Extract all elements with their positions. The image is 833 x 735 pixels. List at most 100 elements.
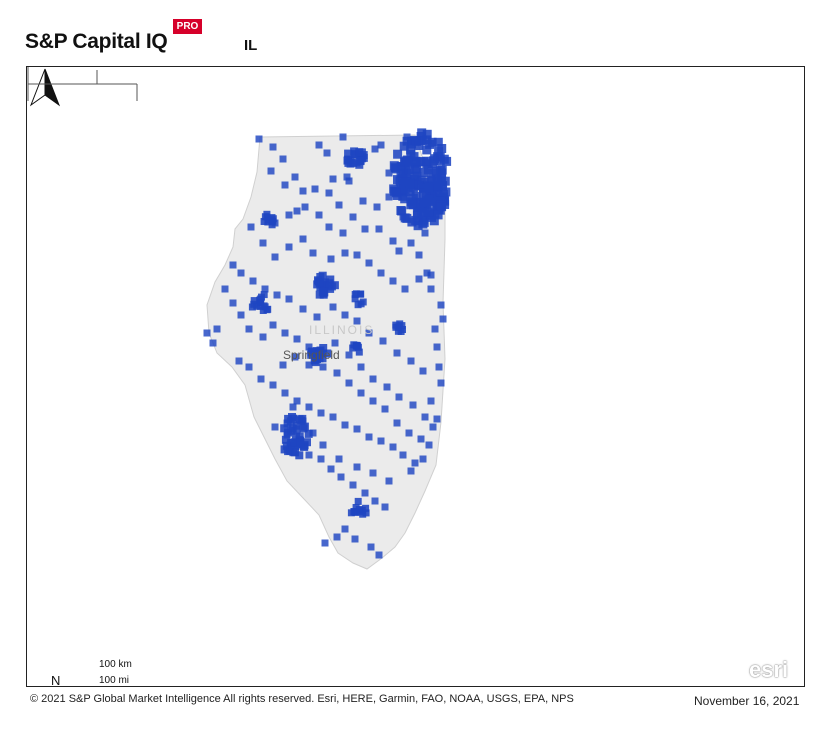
- location-marker[interactable]: [410, 171, 420, 181]
- location-marker[interactable]: [298, 414, 307, 423]
- location-marker[interactable]: [422, 156, 432, 166]
- location-marker[interactable]: [427, 397, 435, 405]
- location-marker[interactable]: [351, 295, 359, 303]
- location-marker[interactable]: [408, 198, 418, 208]
- location-marker[interactable]: [404, 165, 414, 175]
- location-marker[interactable]: [315, 347, 324, 356]
- location-marker[interactable]: [369, 469, 377, 477]
- location-marker[interactable]: [437, 165, 447, 175]
- location-marker[interactable]: [203, 329, 211, 337]
- location-marker[interactable]: [333, 533, 341, 541]
- location-marker[interactable]: [411, 459, 419, 467]
- location-marker[interactable]: [346, 159, 355, 168]
- location-marker[interactable]: [327, 465, 335, 473]
- location-marker[interactable]: [285, 243, 293, 251]
- location-marker[interactable]: [407, 357, 415, 365]
- location-marker[interactable]: [293, 207, 301, 215]
- location-marker[interactable]: [431, 325, 439, 333]
- location-marker[interactable]: [341, 311, 349, 319]
- location-marker[interactable]: [397, 328, 405, 335]
- location-marker[interactable]: [407, 217, 417, 227]
- location-marker[interactable]: [281, 329, 289, 337]
- location-marker[interactable]: [425, 197, 435, 207]
- location-marker[interactable]: [385, 193, 393, 201]
- location-marker[interactable]: [375, 225, 383, 233]
- location-marker[interactable]: [383, 383, 391, 391]
- location-marker[interactable]: [429, 156, 439, 166]
- location-marker[interactable]: [400, 213, 410, 223]
- location-marker[interactable]: [427, 285, 435, 293]
- location-marker[interactable]: [362, 504, 370, 512]
- location-marker[interactable]: [351, 535, 359, 543]
- location-marker[interactable]: [279, 155, 287, 163]
- location-marker[interactable]: [402, 136, 412, 146]
- location-marker[interactable]: [393, 349, 401, 357]
- location-marker[interactable]: [280, 445, 289, 454]
- location-marker[interactable]: [421, 229, 429, 237]
- location-marker[interactable]: [311, 185, 319, 193]
- location-marker[interactable]: [417, 128, 427, 138]
- location-marker[interactable]: [377, 141, 385, 149]
- location-marker[interactable]: [400, 194, 410, 204]
- location-marker[interactable]: [316, 273, 325, 281]
- location-marker[interactable]: [407, 239, 415, 247]
- location-marker[interactable]: [426, 187, 436, 197]
- location-marker[interactable]: [269, 217, 277, 225]
- location-marker[interactable]: [389, 161, 399, 171]
- location-marker[interactable]: [397, 206, 407, 216]
- location-marker[interactable]: [396, 184, 406, 194]
- location-marker[interactable]: [325, 223, 333, 231]
- location-marker[interactable]: [403, 155, 413, 165]
- location-marker[interactable]: [307, 348, 316, 357]
- location-marker[interactable]: [371, 497, 379, 505]
- location-marker[interactable]: [407, 467, 415, 475]
- location-marker[interactable]: [345, 379, 353, 387]
- location-marker[interactable]: [410, 164, 420, 174]
- location-marker[interactable]: [417, 209, 427, 219]
- location-marker[interactable]: [353, 317, 361, 325]
- location-marker[interactable]: [229, 299, 237, 307]
- location-marker[interactable]: [237, 311, 245, 319]
- location-marker[interactable]: [353, 342, 361, 349]
- location-marker[interactable]: [281, 181, 289, 189]
- location-marker[interactable]: [424, 182, 434, 192]
- location-marker[interactable]: [389, 443, 397, 451]
- location-marker[interactable]: [419, 167, 429, 177]
- location-marker[interactable]: [396, 162, 406, 171]
- location-marker[interactable]: [305, 403, 313, 411]
- location-marker[interactable]: [419, 188, 428, 198]
- location-marker[interactable]: [315, 211, 323, 219]
- location-marker[interactable]: [331, 339, 339, 347]
- location-marker[interactable]: [349, 481, 357, 489]
- location-marker[interactable]: [261, 213, 269, 221]
- location-marker[interactable]: [320, 281, 329, 290]
- location-marker[interactable]: [273, 291, 281, 299]
- location-markers[interactable]: [203, 128, 452, 559]
- location-marker[interactable]: [433, 210, 443, 220]
- location-marker[interactable]: [329, 413, 337, 421]
- location-marker[interactable]: [259, 307, 267, 314]
- location-marker[interactable]: [269, 143, 277, 151]
- location-marker[interactable]: [371, 145, 379, 153]
- location-marker[interactable]: [433, 137, 443, 147]
- location-marker[interactable]: [349, 213, 357, 221]
- location-marker[interactable]: [295, 451, 304, 460]
- location-marker[interactable]: [323, 149, 331, 157]
- location-marker[interactable]: [354, 497, 362, 505]
- location-marker[interactable]: [373, 203, 381, 211]
- location-marker[interactable]: [405, 187, 415, 197]
- location-marker[interactable]: [389, 237, 397, 245]
- location-marker[interactable]: [280, 424, 289, 433]
- location-marker[interactable]: [329, 175, 337, 183]
- location-marker[interactable]: [393, 149, 403, 159]
- location-marker[interactable]: [437, 144, 447, 153]
- location-marker[interactable]: [399, 451, 407, 459]
- location-marker[interactable]: [247, 223, 255, 231]
- location-marker[interactable]: [300, 442, 309, 451]
- location-marker[interactable]: [319, 441, 327, 449]
- location-marker[interactable]: [299, 235, 307, 243]
- location-marker[interactable]: [249, 277, 257, 285]
- location-marker[interactable]: [271, 423, 279, 431]
- location-marker[interactable]: [425, 139, 435, 149]
- location-marker[interactable]: [345, 351, 353, 359]
